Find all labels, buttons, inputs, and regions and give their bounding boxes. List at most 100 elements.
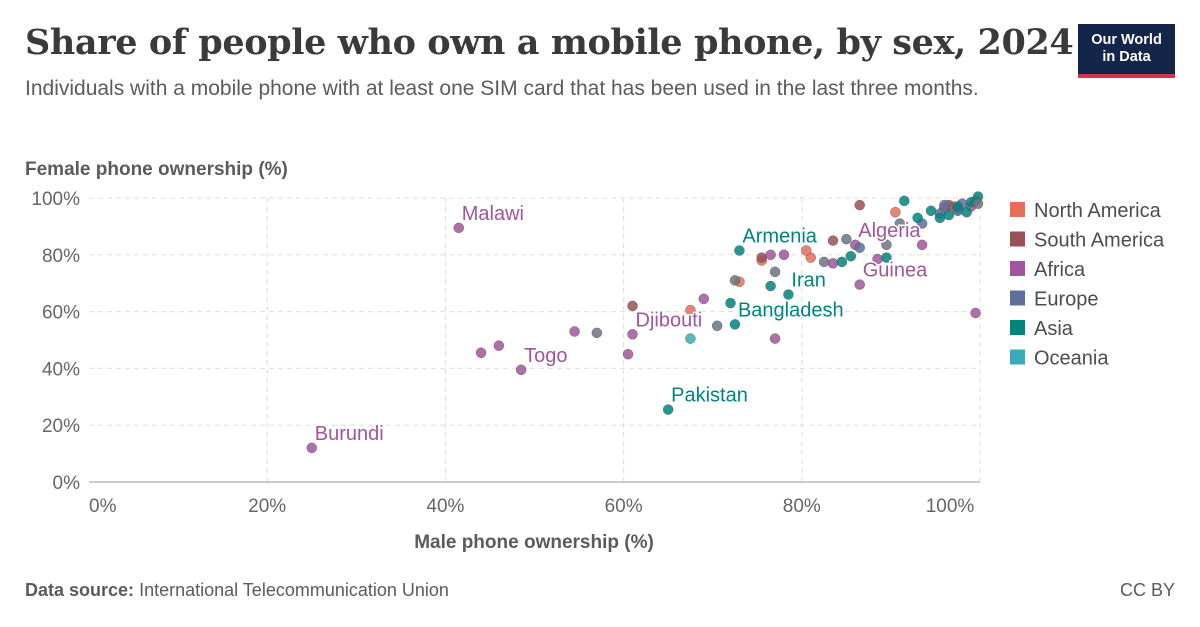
- data-point[interactable]: [729, 319, 741, 330]
- legend-label[interactable]: North America: [1034, 200, 1162, 222]
- data-point[interactable]: [890, 206, 901, 218]
- data-point[interactable]: [854, 199, 865, 211]
- point-labels: Burundi Malawi Togo Djibouti Guinea Algeria Pa…: [313, 201, 929, 446]
- data-point[interactable]: [569, 326, 580, 337]
- data-point[interactable]: [756, 252, 767, 263]
- x-tick-label: 20%: [248, 496, 286, 517]
- data-point[interactable]: [783, 289, 794, 300]
- legend-label[interactable]: Africa: [1034, 259, 1086, 281]
- y-tick-label: 100%: [31, 189, 80, 210]
- data-point[interactable]: [894, 218, 906, 229]
- data-point[interactable]: [734, 245, 745, 256]
- data-point[interactable]: [961, 206, 972, 218]
- data-point[interactable]: [854, 242, 865, 253]
- data-point[interactable]: [662, 404, 674, 415]
- y-tick-label: 40%: [42, 359, 80, 380]
- y-tick-label: 80%: [42, 246, 80, 267]
- data-point[interactable]: [943, 209, 955, 221]
- legend-label[interactable]: Asia: [1034, 318, 1074, 340]
- chart-subtitle: Individuals with a mobile phone with at …: [25, 77, 979, 100]
- data-point[interactable]: [475, 347, 487, 358]
- legend-swatch: [1010, 202, 1025, 217]
- data-point[interactable]: [934, 212, 946, 224]
- grid-lines: [89, 197, 981, 482]
- point-label: Iran: [791, 270, 825, 292]
- legend-label[interactable]: Europe: [1034, 289, 1099, 311]
- point-label: Malawi: [462, 203, 524, 225]
- point-label: Burundi: [315, 423, 384, 445]
- data-point[interactable]: [769, 266, 781, 278]
- data-point[interactable]: [899, 195, 910, 207]
- y-tick-label: 0%: [53, 473, 81, 494]
- x-tick-label: 80%: [783, 496, 821, 517]
- x-tick-label: 0%: [89, 496, 117, 517]
- data-point[interactable]: [725, 297, 736, 309]
- data-point[interactable]: [818, 256, 830, 268]
- y-tick-label: 60%: [42, 303, 80, 324]
- point-label: Algeria: [858, 220, 921, 242]
- data-point[interactable]: [827, 258, 839, 269]
- data-point[interactable]: [306, 442, 317, 454]
- point-label: Djibouti: [636, 309, 703, 331]
- chart-title: Share of people who own a mobile phone, …: [25, 22, 1074, 63]
- data-point[interactable]: [591, 327, 603, 339]
- point-label: Guinea: [863, 260, 928, 282]
- data-point[interactable]: [827, 235, 839, 246]
- legend: North America South America Africa Europe As…: [1010, 200, 1165, 370]
- data-points: [306, 191, 984, 454]
- data-point[interactable]: [972, 198, 984, 209]
- data-point[interactable]: [801, 245, 812, 256]
- data-point[interactable]: [627, 300, 638, 312]
- x-tick-label: 60%: [605, 496, 643, 517]
- data-point[interactable]: [841, 233, 852, 245]
- x-axis-label: Male phone ownership (%): [414, 532, 654, 553]
- point-label: Bangladesh: [738, 299, 844, 321]
- data-point[interactable]: [881, 239, 892, 251]
- x-tick-label: 40%: [426, 496, 464, 517]
- data-point[interactable]: [685, 333, 696, 344]
- data-point[interactable]: [970, 307, 981, 319]
- data-source: Data source: International Telecommunica…: [25, 580, 449, 601]
- data-point[interactable]: [515, 364, 527, 376]
- y-axis-ticks: 0% 20% 40% 60% 80% 100%: [31, 189, 80, 494]
- data-source-label: Data source:: [25, 580, 135, 600]
- point-label: Pakistan: [671, 385, 748, 407]
- data-point[interactable]: [685, 304, 696, 316]
- data-point[interactable]: [769, 333, 781, 344]
- legend-swatch: [1010, 320, 1025, 335]
- data-point[interactable]: [698, 293, 709, 305]
- point-label: Togo: [524, 345, 567, 367]
- data-point[interactable]: [711, 320, 723, 331]
- data-point[interactable]: [765, 280, 776, 292]
- data-point[interactable]: [939, 199, 950, 211]
- x-tick-label: 100%: [926, 496, 975, 517]
- data-point[interactable]: [778, 249, 790, 261]
- legend-label[interactable]: Oceania: [1034, 348, 1109, 370]
- point-label: Armenia: [742, 226, 817, 248]
- owid-logo[interactable]: Our World in Data: [1078, 24, 1175, 78]
- legend-swatch: [1010, 349, 1025, 365]
- legend-label[interactable]: South America: [1034, 230, 1165, 252]
- legend-swatch: [1010, 261, 1025, 276]
- data-point[interactable]: [493, 340, 505, 351]
- license-label[interactable]: CC BY: [1119, 580, 1175, 600]
- data-point[interactable]: [845, 251, 857, 262]
- data-point[interactable]: [627, 329, 638, 340]
- data-point[interactable]: [912, 212, 923, 224]
- y-axis-label: Female phone ownership (%): [25, 159, 288, 180]
- data-point[interactable]: [453, 222, 464, 234]
- data-point[interactable]: [925, 205, 937, 216]
- data-point[interactable]: [836, 256, 848, 268]
- data-point[interactable]: [729, 275, 741, 286]
- data-point[interactable]: [952, 201, 963, 212]
- data-point[interactable]: [916, 239, 928, 251]
- data-point[interactable]: [881, 252, 892, 263]
- data-source-text: International Telecommunication Union: [139, 580, 449, 600]
- legend-swatch: [1010, 290, 1025, 306]
- y-tick-label: 20%: [42, 416, 80, 437]
- data-point[interactable]: [765, 249, 776, 261]
- data-point[interactable]: [622, 349, 634, 360]
- logo-line-2: in Data: [1102, 49, 1151, 65]
- data-point[interactable]: [854, 279, 865, 290]
